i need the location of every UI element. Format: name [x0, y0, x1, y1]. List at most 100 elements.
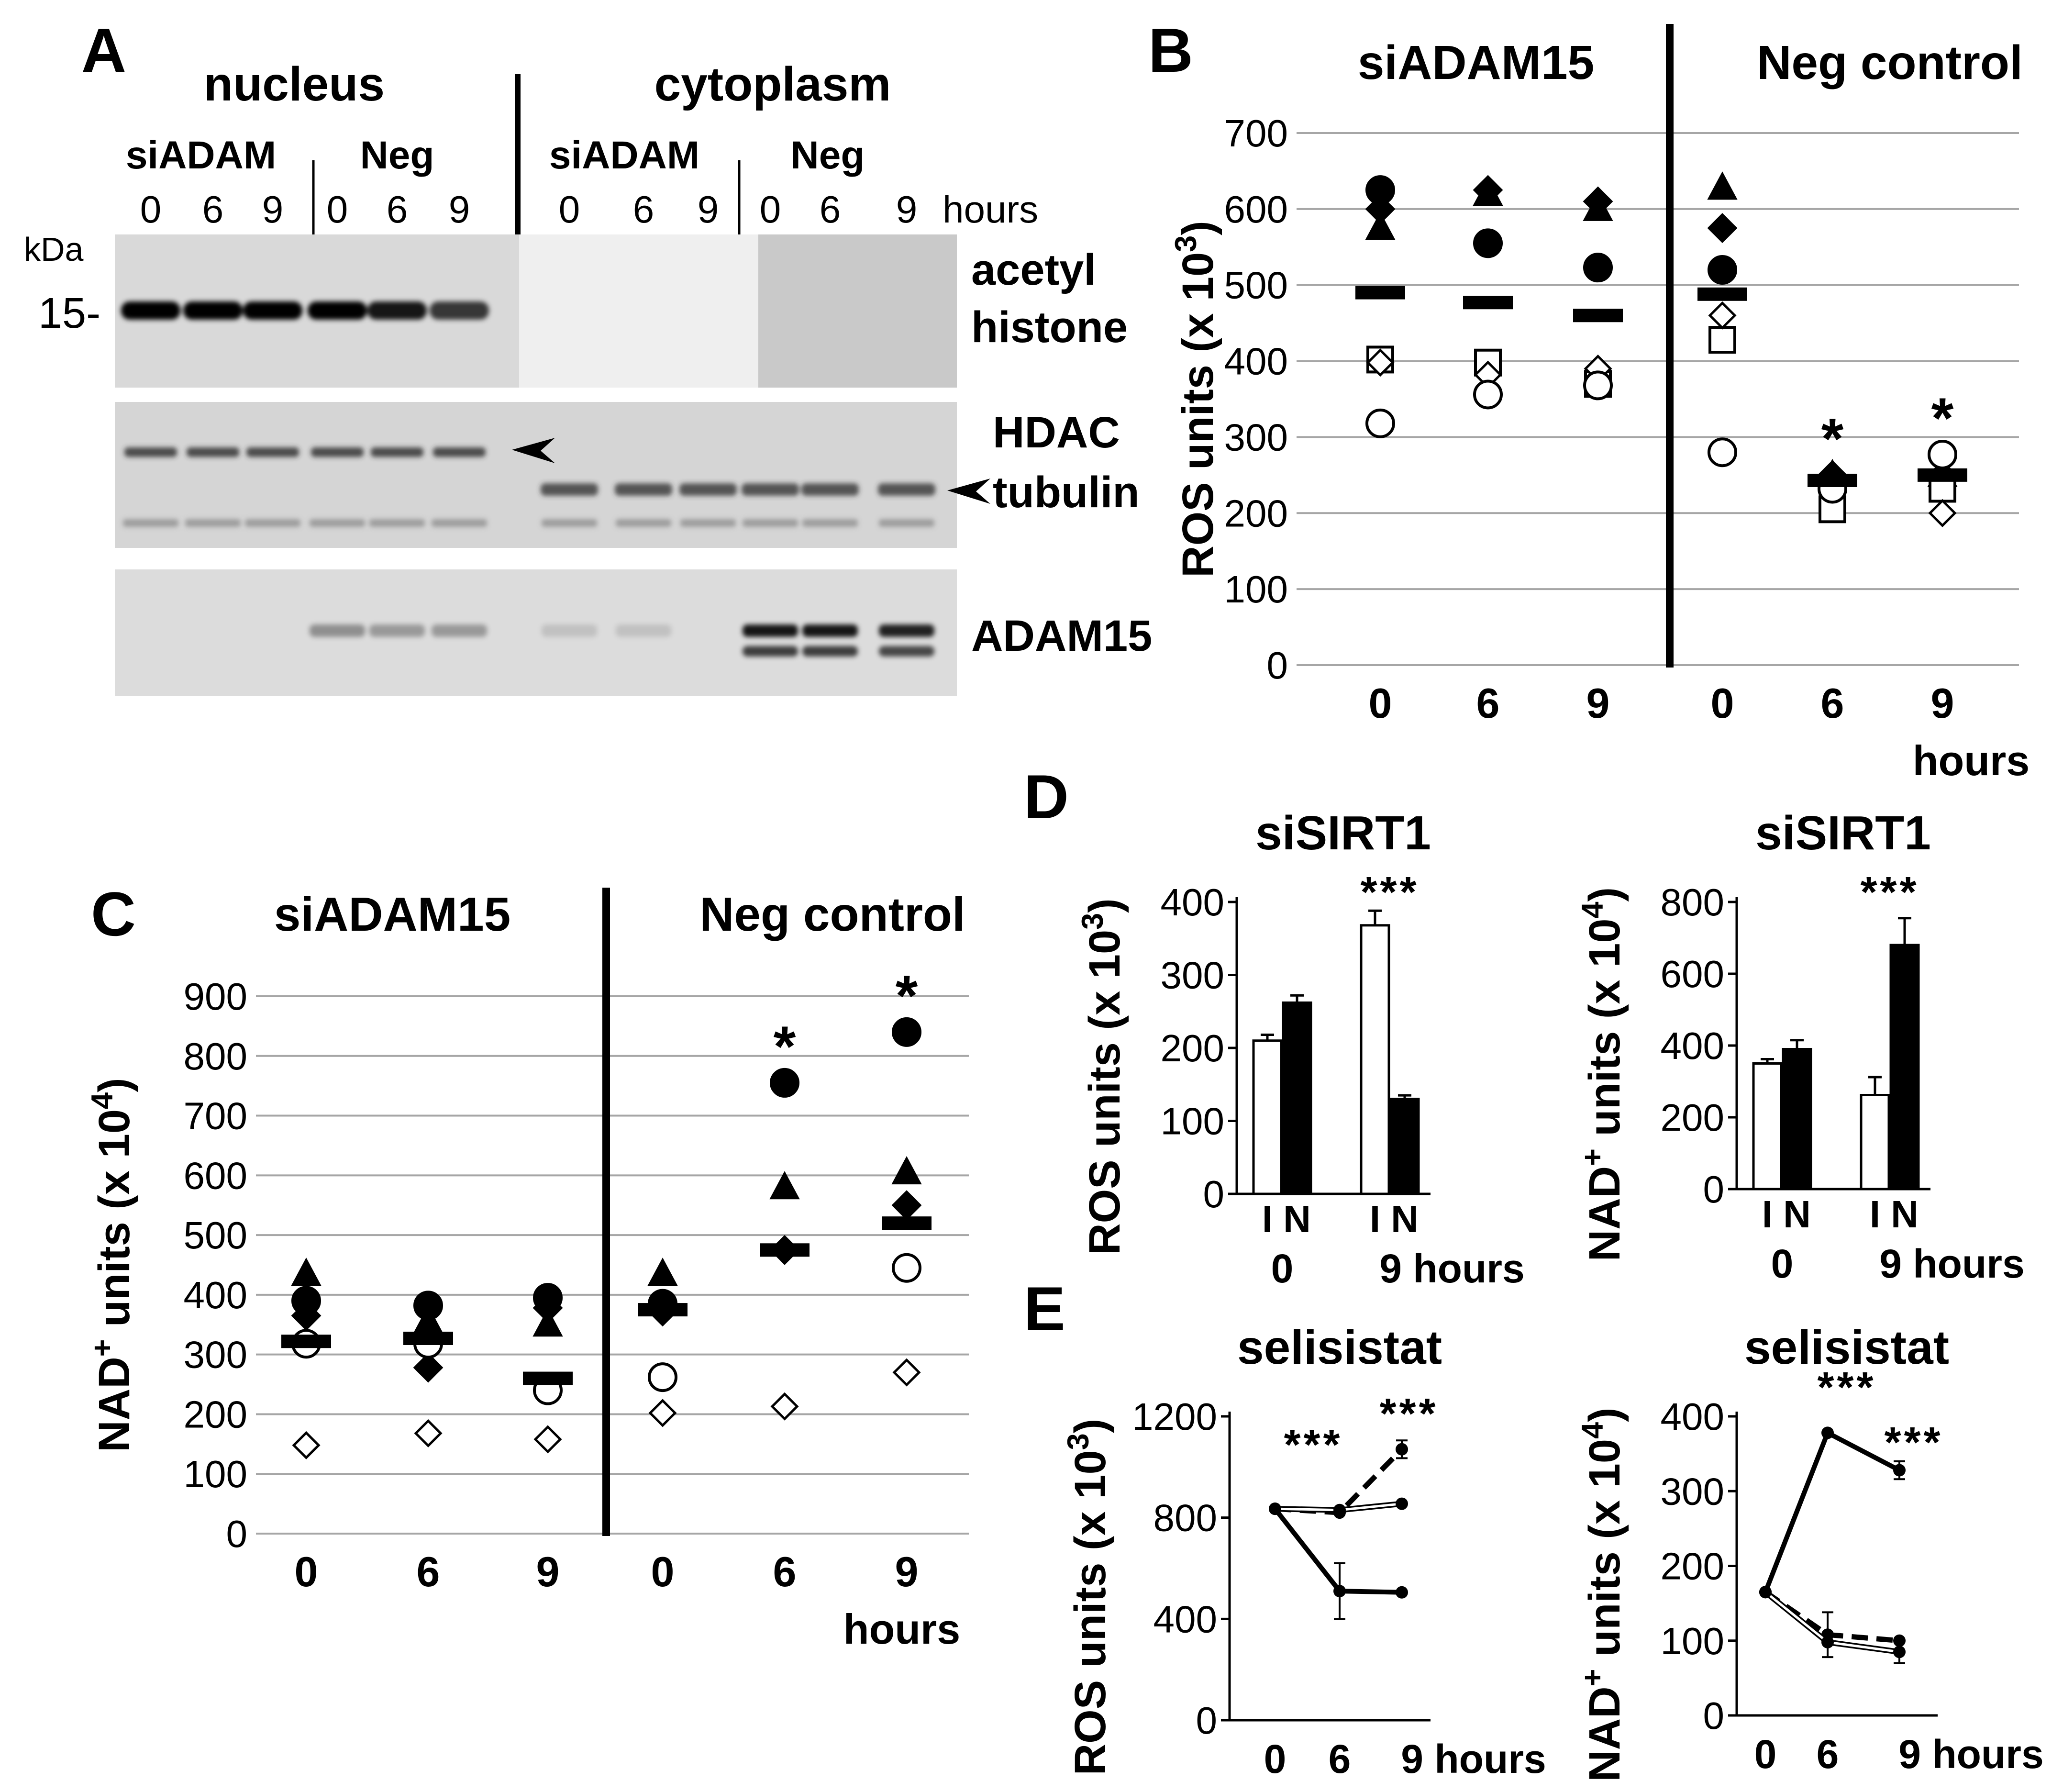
data-point-filled-triangle	[1707, 171, 1738, 200]
bar-label: I	[1762, 1193, 1773, 1235]
group-label-neg-cytoplasm: Neg	[791, 134, 865, 177]
data-point-filled-circle	[1708, 255, 1737, 285]
background-band	[245, 519, 300, 527]
x-tick-label: 9 hours	[1898, 1732, 2043, 1777]
hours-label-a: hours	[943, 188, 1038, 231]
mean-bar	[1808, 473, 1857, 487]
data-point-filled-circle	[413, 1291, 443, 1321]
bar-label: I	[1262, 1198, 1273, 1240]
bar-label: N	[1283, 1198, 1311, 1240]
background-band	[310, 519, 365, 527]
hdac-band	[371, 447, 423, 457]
lane-label: 0	[760, 188, 781, 231]
adam15-label: ADAM15	[971, 612, 1152, 660]
data-point-filled-triangle	[891, 1156, 922, 1185]
lane-label: 0	[327, 188, 348, 231]
x-tick-label: 9 hours	[1401, 1736, 1546, 1781]
x-tick-label: 9	[1931, 679, 1954, 727]
lane-label: 6	[202, 188, 224, 231]
mean-bar	[638, 1303, 688, 1317]
hdac-label: HDAC	[993, 408, 1120, 457]
significance-marker: *	[774, 1014, 796, 1079]
background-band	[123, 519, 178, 527]
group-label: 9 hours	[1879, 1241, 2024, 1286]
y-tick-label: 400	[1661, 1395, 1724, 1438]
background-band	[743, 519, 798, 527]
bar-n	[1282, 1001, 1312, 1195]
data-point-filled-triangle	[291, 1258, 322, 1286]
panel-a-western-blot: A nucleus cytoplasm siADAM Neg siADAM Ne…	[24, 15, 1152, 696]
mean-bar	[1918, 468, 1967, 482]
group-label-neg-control: Neg control	[1757, 36, 2023, 89]
panel-letter: C	[91, 879, 136, 949]
significance-marker: ***	[1860, 868, 1919, 916]
group-label-siadam15: siADAM15	[274, 888, 511, 941]
data-point	[1333, 1585, 1346, 1598]
data-point-filled-diamond	[1707, 213, 1738, 243]
hdac-band	[433, 447, 486, 457]
y-tick-label: 100	[184, 1453, 247, 1495]
adam15-band-lower	[743, 646, 798, 657]
data-point	[1396, 1586, 1408, 1599]
background-band	[369, 519, 425, 527]
kda-label: kDa	[24, 231, 84, 268]
data-point-filled-circle	[892, 1017, 921, 1047]
y-tick-label: 100	[1661, 1620, 1724, 1662]
acetyl-histone-band	[430, 301, 489, 320]
data-point-open-diamond	[770, 1392, 799, 1421]
data-point-filled-triangle	[1365, 211, 1396, 240]
y-tick-label: 900	[184, 975, 247, 1018]
y-tick-label: 400	[1161, 881, 1224, 924]
data-point-open-square	[1708, 326, 1736, 354]
x-tick-label: 0	[295, 1548, 318, 1595]
bar-n	[1389, 1098, 1420, 1195]
data-point	[1396, 1443, 1408, 1456]
significance-marker: *	[1821, 407, 1844, 471]
y-tick-label: 500	[1224, 264, 1288, 307]
data-point-filled-triangle	[769, 1171, 800, 1200]
data-point-open-diamond	[892, 1358, 921, 1387]
x-tick-label: 9	[1586, 679, 1610, 727]
lane-label: 9	[262, 188, 284, 231]
y-axis-label: ROS units (x 103)	[1062, 1419, 1115, 1776]
y-tick-label: 0	[1703, 1694, 1725, 1737]
bar-label: N	[1891, 1193, 1919, 1235]
y-tick-label: 800	[184, 1035, 247, 1078]
background-band	[185, 519, 241, 527]
mean-bar	[882, 1216, 932, 1230]
tubulin-band	[878, 483, 935, 496]
lane-label: 6	[387, 188, 408, 231]
blot-bands	[121, 301, 935, 657]
bar-n	[1889, 944, 1920, 1191]
y-tick-label: 400	[1224, 340, 1288, 383]
lane-label: 0	[559, 188, 580, 231]
y-tick-label: 500	[184, 1214, 247, 1257]
x-tick-label: 9	[536, 1548, 560, 1595]
y-axis-label: NAD+ units (x 104)	[86, 1078, 139, 1452]
adam15-band	[369, 624, 425, 637]
significance-marker: *	[896, 964, 918, 1028]
data-point-open-circle	[892, 1253, 921, 1283]
chart-title: selisistat	[1237, 1321, 1442, 1374]
data-point	[1759, 1586, 1772, 1599]
tubulin-arrowhead-icon	[947, 479, 990, 504]
data-point-filled-diamond	[891, 1190, 922, 1221]
y-tick-label: 0	[1703, 1168, 1725, 1211]
lane-label: 9	[698, 188, 719, 231]
lane-label: 9	[896, 188, 918, 231]
acetyl-histone-band	[183, 301, 243, 320]
mean-bar	[281, 1335, 331, 1348]
cytoplasm-label: cytoplasm	[654, 57, 891, 111]
series-line-solid	[1273, 1507, 1402, 1595]
y-tick-label: 400	[1154, 1598, 1217, 1640]
x-tick-label: 0	[1711, 679, 1734, 727]
adam15-band	[743, 624, 798, 637]
hdac-band	[187, 447, 239, 457]
chart-title: selisistat	[1744, 1321, 1949, 1374]
bar-label: N	[1391, 1198, 1419, 1240]
group-label-siadam-cytoplasm: siADAM	[549, 134, 699, 177]
y-tick-label: 0	[1203, 1173, 1225, 1215]
data-point	[1396, 1497, 1408, 1510]
background-band	[879, 519, 934, 527]
